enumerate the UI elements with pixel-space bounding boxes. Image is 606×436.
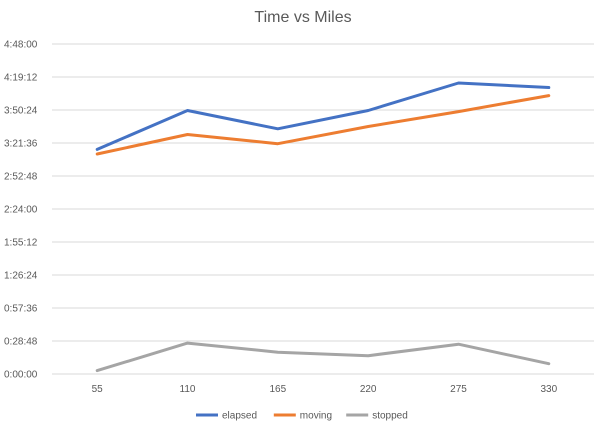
y-tick-label: 4:48:00 [4, 40, 38, 51]
x-tick-label: 220 [360, 384, 377, 395]
gridlines [52, 43, 594, 375]
series-line-stopped [95, 341, 551, 373]
x-tick-label: 110 [180, 384, 196, 395]
y-tick-label: 3:21:36 [4, 139, 38, 150]
chart-title: Time vs Miles [254, 9, 351, 26]
x-tick-label: 165 [269, 384, 286, 395]
x-tick-label: 275 [450, 384, 467, 395]
legend-label-stopped: stopped [372, 411, 408, 422]
y-tick-label: 0:57:36 [4, 304, 38, 315]
series-line-elapsed [95, 81, 551, 151]
x-tick-label: 55 [92, 384, 104, 395]
legend-label-moving: moving [300, 411, 332, 422]
y-tick-label: 1:55:12 [4, 238, 38, 249]
y-tick-label: 0:00:00 [4, 370, 38, 381]
series-lines [95, 81, 551, 373]
y-axis-tick-labels: 0:00:00 0:28:48 0:57:36 1:26:24 1:55:12 2:24:… [4, 40, 38, 381]
legend: elapsed moving stopped [196, 411, 408, 422]
y-tick-label: 2:52:48 [4, 172, 38, 183]
series-line-moving [95, 94, 551, 156]
y-tick-label: 3:50:24 [4, 106, 38, 117]
legend-label-elapsed: elapsed [222, 411, 257, 422]
y-tick-label: 2:24:00 [4, 205, 38, 216]
x-axis-tick-labels: 55 110 165 220 275 330 [92, 384, 558, 395]
y-tick-label: 0:28:48 [4, 337, 38, 348]
x-tick-label: 330 [540, 384, 557, 395]
y-tick-label: 4:19:12 [4, 73, 38, 84]
y-tick-label: 1:26:24 [4, 271, 38, 282]
